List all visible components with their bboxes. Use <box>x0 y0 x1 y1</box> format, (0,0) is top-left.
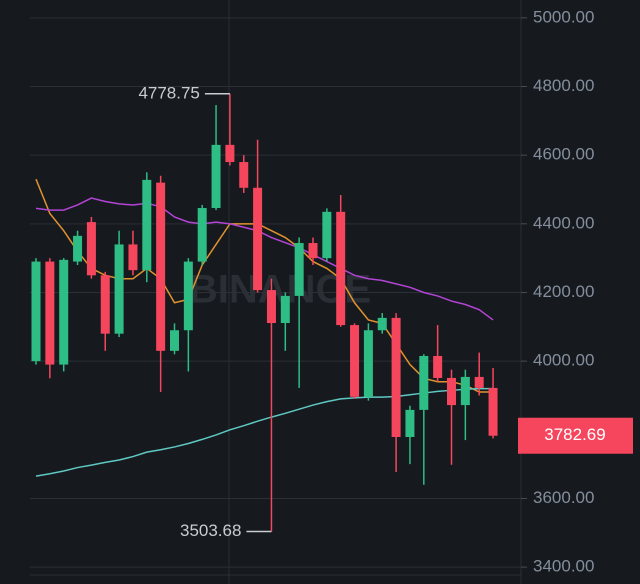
candle-body <box>239 162 249 188</box>
candle-body <box>447 377 456 406</box>
candle-body <box>460 376 470 406</box>
candle-body <box>100 275 110 334</box>
candle-body <box>336 211 346 326</box>
candle-body <box>114 244 124 334</box>
price-tag-label: 3782.69 <box>544 425 605 444</box>
candle-body <box>170 330 179 351</box>
candle-body <box>197 208 207 262</box>
y-tick-label: 5000.00 <box>533 7 594 26</box>
y-tick-label: 3400.00 <box>533 557 594 576</box>
price-tag <box>518 417 633 454</box>
candle-body <box>419 355 429 410</box>
ma-line <box>35 178 494 393</box>
candle-body <box>31 261 41 362</box>
candle-body <box>391 317 401 437</box>
low-label: 3503.68 <box>180 521 241 540</box>
y-tick-label: 4400.00 <box>533 213 594 232</box>
ma-line <box>35 387 494 477</box>
candle-body <box>488 387 498 436</box>
candle-body <box>280 295 290 324</box>
candle-body <box>253 187 263 291</box>
candle-body <box>363 330 373 397</box>
candle-body <box>308 243 318 259</box>
y-tick-label: 4800.00 <box>533 76 594 95</box>
candle-body <box>350 325 360 397</box>
candle-body <box>266 290 276 324</box>
candle-body <box>405 409 415 437</box>
candle-body <box>156 182 166 351</box>
candle-body <box>142 179 152 271</box>
candle-body <box>211 144 221 209</box>
candle-body <box>128 244 138 271</box>
candle-body <box>73 235 83 262</box>
candle-body <box>225 144 235 163</box>
y-tick-label: 4600.00 <box>533 145 594 164</box>
candle-body <box>294 243 304 296</box>
candle-body <box>474 376 484 388</box>
y-tick-label: 4200.00 <box>533 282 594 301</box>
ma-line <box>35 197 494 321</box>
high-label: 4778.75 <box>138 83 199 102</box>
y-tick-label: 4000.00 <box>533 351 594 370</box>
candle-body <box>59 259 69 365</box>
candle-body <box>377 317 387 331</box>
candle-body <box>322 211 332 259</box>
candle-body <box>86 222 96 276</box>
y-tick-label: 3600.00 <box>533 488 594 507</box>
candle-body <box>45 261 55 365</box>
candle-body <box>433 355 443 378</box>
candle-body <box>183 261 193 331</box>
